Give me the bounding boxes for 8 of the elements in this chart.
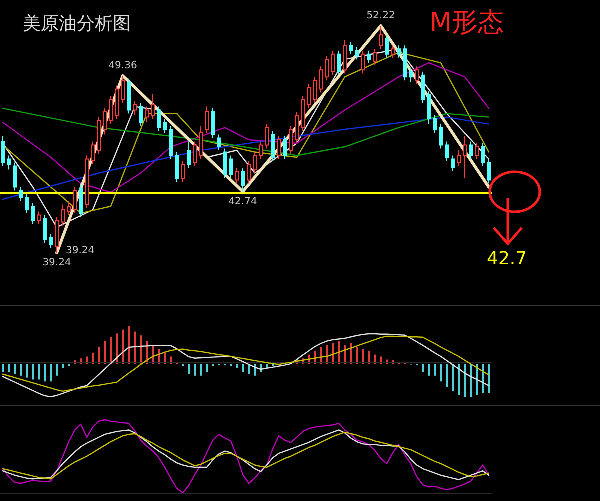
data-label: 42.74 bbox=[228, 196, 258, 208]
annotation: 39.24 bbox=[66, 246, 95, 256]
annotation: 42.7 bbox=[487, 248, 528, 270]
annotation: M形态 bbox=[430, 8, 504, 38]
data-label: 49.36 bbox=[108, 60, 138, 72]
data-label: 39.24 bbox=[42, 258, 72, 268]
data-label: 52.22 bbox=[366, 10, 396, 22]
chart-title: 美原油分析图 bbox=[23, 14, 131, 34]
